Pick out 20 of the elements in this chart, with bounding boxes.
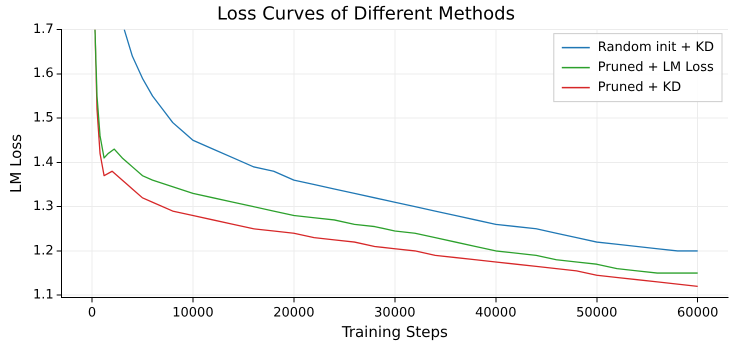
x-tick-label: 40000 [475,306,516,321]
y-axis-title: LM Loss [6,134,25,193]
x-tick-label: 50000 [576,306,618,321]
y-tick-label: 1.2 [32,243,54,258]
y-tick-label: 1.7 [32,22,54,37]
y-tick-label: 1.5 [32,110,54,126]
y-tick-label: 1.1 [32,288,54,303]
x-axis-title: Training Steps [340,322,448,341]
x-tick-label: 0 [88,306,96,321]
legend-label: Pruned + KD [598,80,682,95]
x-tick-label: 30000 [374,306,416,321]
legend-label: Random init + KD [598,40,714,55]
x-tick-label: 10000 [172,306,214,321]
x-tick-label: 60000 [677,306,718,321]
x-tick-label: 20000 [273,306,315,321]
y-tick-label: 1.4 [32,154,54,170]
y-tick-label: 1.6 [32,66,54,82]
legend-label: Pruned + LM Loss [598,60,714,75]
y-tick-label: 1.3 [32,199,54,214]
chart-title: Loss Curves of Different Methods [217,3,515,24]
